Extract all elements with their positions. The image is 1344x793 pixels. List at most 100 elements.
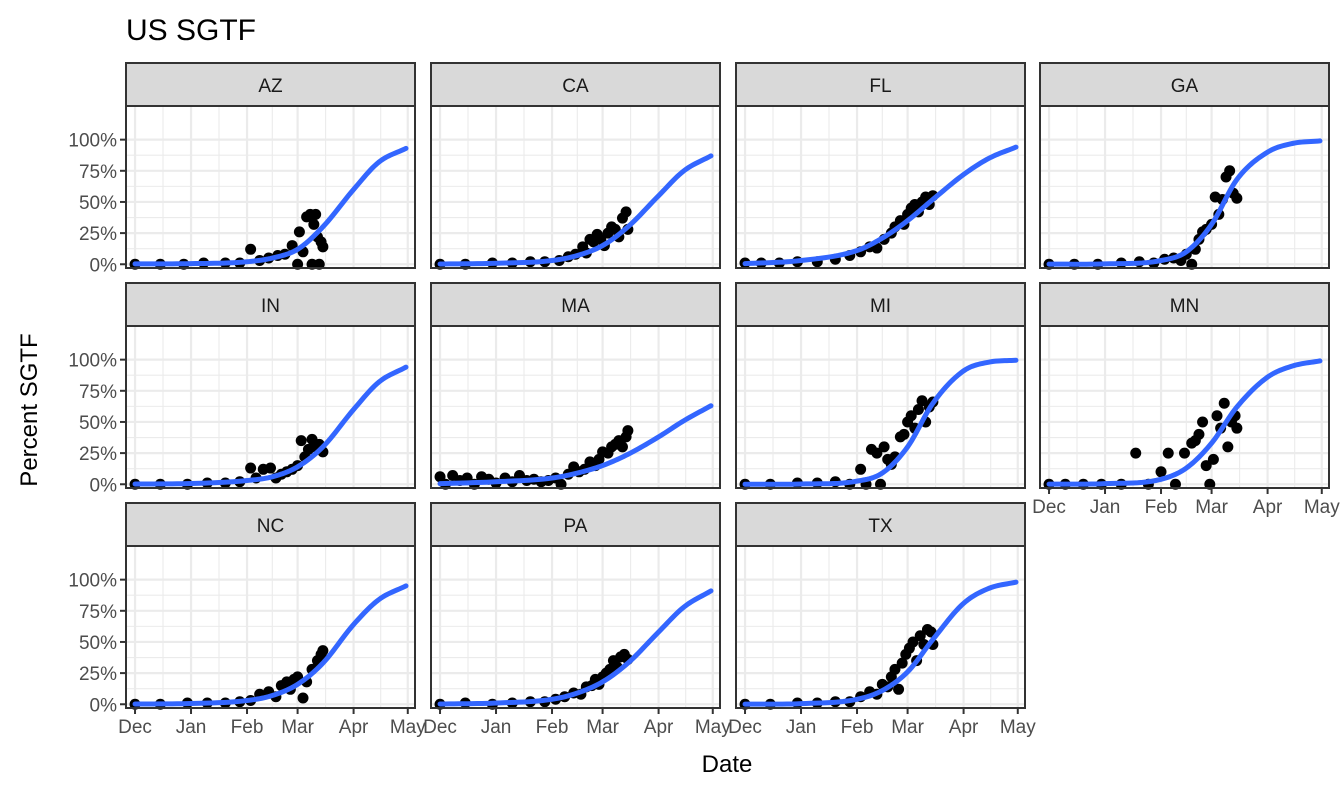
panel-background: [431, 326, 720, 488]
panel-background: [431, 546, 720, 708]
fitted-curve: [437, 588, 714, 707]
panel-background: [126, 106, 415, 268]
facet-label: CA: [562, 76, 589, 97]
x-tick-label: Jan: [786, 717, 817, 738]
x-tick-label: Feb: [841, 717, 874, 738]
data-point: [1197, 416, 1209, 428]
y-tick-label: 0%: [90, 255, 118, 276]
data-point: [896, 657, 908, 669]
data-point: [912, 403, 924, 415]
y-tick-label: 75%: [79, 602, 117, 623]
data-point: [1222, 441, 1234, 453]
data-point: [907, 636, 919, 648]
y-tick-label: 25%: [79, 444, 117, 465]
data-point: [1162, 447, 1174, 459]
data-point: [1179, 447, 1190, 459]
facet-label: MI: [870, 296, 891, 317]
y-axis-label: Percent SGTF: [16, 333, 43, 486]
y-tick-label: 50%: [79, 633, 117, 654]
data-point: [914, 630, 926, 642]
x-tick-label: Apr: [339, 717, 369, 738]
fitted-curve: [1046, 358, 1323, 487]
facet-panel-nc: NC 0% 25% 50% 75% 100% Dec Jan Feb Mar Apr May: [68, 502, 426, 738]
facet-strip: [430, 502, 721, 547]
facet-panel-mn: MN Dec Jan Feb Mar Apr May: [1032, 282, 1340, 518]
panel-background: [431, 106, 720, 268]
x-tick-label: Mar: [586, 717, 619, 738]
y-tick-label: 0%: [90, 695, 118, 716]
fitted-curve: [742, 357, 1019, 487]
x-tick-label: Jan: [481, 717, 512, 738]
facet-panel-ca: CA: [430, 62, 721, 270]
data-point: [245, 462, 257, 474]
x-tick-label: Apr: [949, 717, 979, 738]
panel-background: [736, 106, 1025, 268]
facet-strip: [1039, 62, 1330, 107]
y-tick-label: 25%: [79, 224, 117, 245]
x-tick-label: May: [1000, 717, 1036, 738]
x-tick-label: Apr: [644, 717, 674, 738]
x-tick-label: Feb: [536, 717, 569, 738]
facet-strip: [735, 502, 1026, 547]
y-tick-label: 50%: [79, 413, 117, 434]
x-tick-label: Mar: [281, 717, 314, 738]
facet-strip: [735, 282, 1026, 327]
facet-strip: [125, 282, 416, 327]
data-point: [871, 447, 883, 459]
facet-label: TX: [868, 516, 893, 537]
facet-strip: [430, 282, 721, 327]
fitted-curve: [742, 579, 1019, 707]
x-tick-label: Apr: [1253, 497, 1283, 518]
y-tick-label: 75%: [79, 382, 117, 403]
x-tick-label: Jan: [1090, 497, 1121, 518]
data-point: [1218, 397, 1230, 409]
data-point: [898, 428, 910, 440]
x-tick-label: Dec: [423, 717, 457, 738]
data-point: [317, 645, 329, 657]
x-tick-label: May: [1304, 497, 1340, 518]
panel-background: [1040, 106, 1329, 268]
y-tick-label: 100%: [68, 131, 117, 152]
facet-label: MN: [1170, 296, 1200, 317]
data-point: [1211, 410, 1223, 422]
facet-panels: AZ 0% 25% 50% 75% 100% CA FL GA IN 0% 25% 50% 75% 100%…: [68, 62, 1340, 738]
facet-label: FL: [869, 76, 891, 97]
x-tick-label: May: [390, 717, 426, 738]
fitted-curve: [437, 153, 714, 267]
y-tick-label: 100%: [68, 571, 117, 592]
facet-panel-tx: TX Dec Jan Feb Mar Apr May: [728, 502, 1036, 738]
facet-label: MA: [561, 296, 590, 317]
data-point: [265, 462, 276, 474]
x-axis-label: Date: [702, 751, 753, 778]
chart-title: US SGTF: [126, 14, 256, 47]
data-point: [616, 441, 628, 453]
facet-label: NC: [257, 516, 284, 537]
fitted-curve: [132, 583, 409, 707]
data-point: [1130, 447, 1142, 459]
data-point: [905, 410, 917, 422]
data-point: [622, 425, 634, 437]
facet-panel-fl: FL: [735, 62, 1026, 269]
fitted-curve: [742, 144, 1019, 267]
x-tick-label: Mar: [891, 717, 924, 738]
facet-label: IN: [261, 296, 280, 317]
fitted-curve: [1046, 138, 1323, 267]
data-point: [295, 435, 307, 447]
data-point: [1231, 422, 1243, 434]
fitted-curve: [132, 364, 409, 487]
y-tick-label: 25%: [79, 664, 117, 685]
x-tick-label: Jan: [176, 717, 207, 738]
panel-background: [126, 326, 415, 488]
data-point: [889, 663, 901, 675]
facet-strip: [735, 62, 1026, 107]
data-point: [855, 463, 867, 475]
facet-label: GA: [1171, 76, 1199, 97]
facet-panel-pa: PA Dec Jan Feb Mar Apr May: [423, 502, 731, 738]
facet-label: AZ: [258, 76, 283, 97]
facet-strip: [1039, 282, 1330, 327]
data-point: [1231, 192, 1243, 204]
x-tick-label: Feb: [231, 717, 264, 738]
x-tick-label: Dec: [728, 717, 762, 738]
data-point: [1200, 460, 1212, 472]
